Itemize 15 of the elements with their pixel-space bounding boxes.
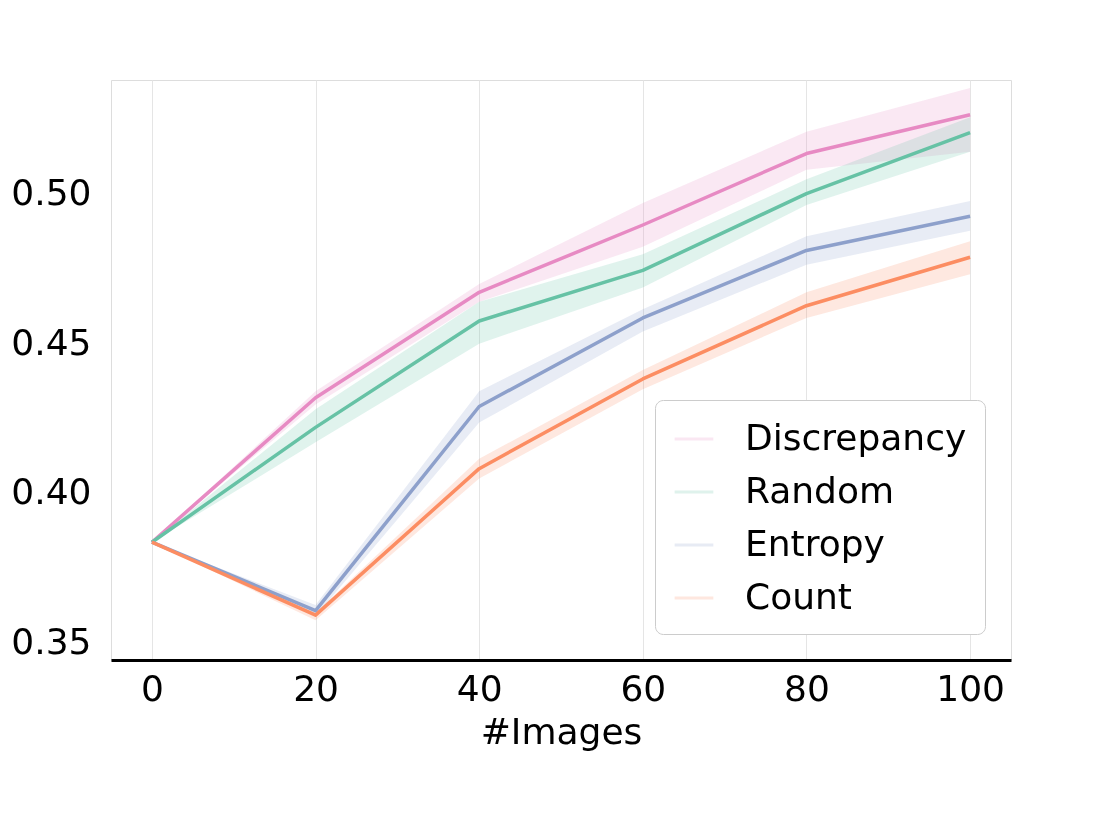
x-axis-title: #Images <box>480 710 643 752</box>
x-tick-label: 80 <box>784 667 830 709</box>
legend-label: Discrepancy <box>745 417 967 458</box>
y-tick-label: 0.50 <box>11 172 92 214</box>
x-tick-label: 0 <box>140 667 164 709</box>
y-tick-label: 0.35 <box>11 620 92 662</box>
y-tick-label: 0.40 <box>11 471 92 513</box>
y-tick-label: 0.45 <box>11 321 92 363</box>
legend-label: Random <box>745 470 895 511</box>
x-tick-label: 60 <box>620 667 667 709</box>
legend-label: Count <box>745 576 852 617</box>
x-tick-label: 20 <box>293 667 339 709</box>
x-tick-label: 40 <box>456 667 503 709</box>
legend-label: Entropy <box>745 523 885 564</box>
x-tick-label: 100 <box>936 667 1005 709</box>
